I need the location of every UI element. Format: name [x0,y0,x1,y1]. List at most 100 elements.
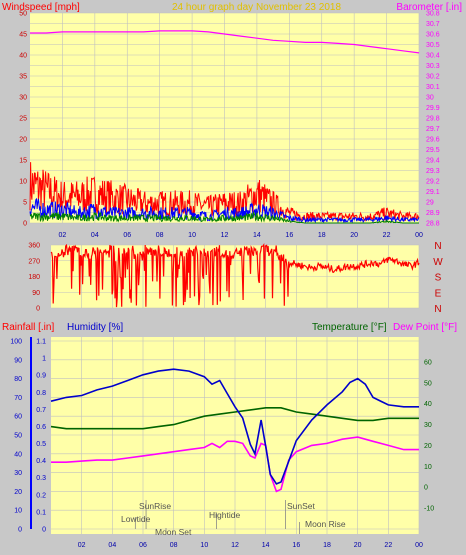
windspeed-tick: 30 [19,95,27,102]
direction-line [50,242,420,308]
rainfall-axis-label: Rainfall [.in] [2,322,54,333]
x-tick-label: 14 [262,542,270,549]
barometer-tick: 30.5 [426,42,440,49]
barometer-tick: 29 [426,200,434,207]
humidity-tick: 60 [14,414,22,421]
x-tick-label: 08 [170,542,178,549]
wind-speed-series [29,162,420,224]
x-tick-label: 00 [415,542,423,549]
direction-degree-tick: 180 [28,274,40,281]
windspeed-tick: 40 [19,53,27,60]
x-tick-label: 20 [354,542,362,549]
barometer-tick: 28.8 [426,221,440,228]
barometer-tick: 29.1 [426,189,440,196]
x-tick-label: 12 [221,232,229,239]
rain-tick-labels: 0 0.1 0.2 0.3 0.4 0.5 0.6 0.7 0.8 0.9 1 1.1 [36,339,46,534]
temperature-tick: 60 [424,359,432,366]
x-tick-label: 20 [350,232,358,239]
barometer-axis-label: Barometer [.in] [396,2,462,13]
rain-tick: 0.6 [36,424,46,431]
humidity-tick-labels: 0 10 20 30 40 50 60 70 80 90 100 [10,339,22,534]
humidity-tick: 80 [14,376,22,383]
barometer-tick: 29.7 [426,126,440,133]
barometer-line [30,30,420,54]
humidity-axis-label: Humidity [%] [67,322,123,333]
humidity-line [50,368,419,485]
windspeed-tick: 25 [19,116,27,123]
barometer-tick: 30 [426,95,434,102]
hightide-label: Hightide [209,510,240,520]
temp-gridlines [51,337,420,534]
humidity-tick: 10 [14,508,22,515]
direction-degree-labels: 0 90 180 270 360 [28,243,40,313]
barometer-tick: 29.2 [426,179,440,186]
rain-tick: 0.7 [36,407,46,414]
temperature-tick: 50 [424,380,432,387]
x-tick-label: 18 [323,542,331,549]
humidity-tick: 0 [18,527,22,534]
barometer-tick: 29.3 [426,168,440,175]
wind-gridlines [30,12,420,224]
rain-tick: 0.3 [36,475,46,482]
x-tick-label: 16 [292,542,300,549]
rain-tick: 1.1 [36,339,46,346]
x-tick-label: 12 [231,542,239,549]
windspeed-tick-labels: 0 5 10 15 20 25 30 35 40 45 50 [19,11,27,228]
x-tick-label: 08 [156,232,164,239]
rain-tick: 0.2 [36,492,46,499]
rain-tick: 0.1 [36,509,46,516]
wind-low-series [29,211,419,224]
x-tick-label: 00 [415,232,423,239]
x-tick-label: 22 [383,232,391,239]
compass-label: E [435,288,442,299]
barometer-tick: 29.8 [426,116,440,123]
event-markers [134,500,300,534]
rain-tick: 0.4 [36,458,46,465]
windspeed-tick: 50 [19,11,27,18]
temperature-tick: 0 [424,485,428,492]
x-tick-label: 16 [285,232,293,239]
windspeed-axis-label: Windspeed [mph] [2,2,80,13]
temperature-tick: 20 [424,443,432,450]
humidity-tick: 20 [14,489,22,496]
rain-tick: 0.9 [36,373,46,380]
windspeed-tick: 35 [19,74,27,81]
barometer-tick: 29.4 [426,158,440,165]
humidity-tick: 90 [14,357,22,364]
x-tick-label: 06 [123,232,131,239]
temp-x-tick-labels: 02 04 06 08 10 12 14 16 18 20 22 00 [78,542,423,549]
direction-degree-tick: 270 [28,258,40,265]
wind-x-tick-labels: 02 04 06 08 10 12 14 16 18 20 22 00 [59,232,423,239]
windspeed-tick: 10 [19,179,27,186]
x-tick-label: 18 [318,232,326,239]
x-tick-label: 04 [91,232,99,239]
x-tick-label: 10 [200,542,208,549]
humidity-tick: 30 [14,470,22,477]
wind-average-series [29,197,420,224]
barometer-tick: 29.6 [426,137,440,144]
barometer-tick: 30.7 [426,21,440,28]
sunset-label: SunSet [287,501,316,511]
rain-tick: 1 [42,356,46,363]
x-tick-label: 02 [59,232,67,239]
dewpoint-axis-label: Dew Point [°F] [393,322,457,333]
lowtide-label: Lowtide [121,514,151,524]
sunrise-label: SunRise [139,501,171,511]
barometer-tick: 30.6 [426,32,440,39]
windspeed-tick: 0 [23,221,27,228]
barometer-tick: 30.2 [426,74,440,81]
barometer-tick-labels: 28.8 28.9 29 29.1 29.2 29.3 29.4 29.5 29.6 29.7 29… [426,11,440,228]
windspeed-tick: 5 [23,200,27,207]
x-tick-label: 02 [78,542,86,549]
compass-label: W [433,257,443,268]
rain-tick: 0.8 [36,390,46,397]
x-tick-label: 10 [188,232,196,239]
x-tick-label: 14 [253,232,261,239]
compass-label: N [434,304,441,315]
temperature-tick: 30 [424,422,432,429]
